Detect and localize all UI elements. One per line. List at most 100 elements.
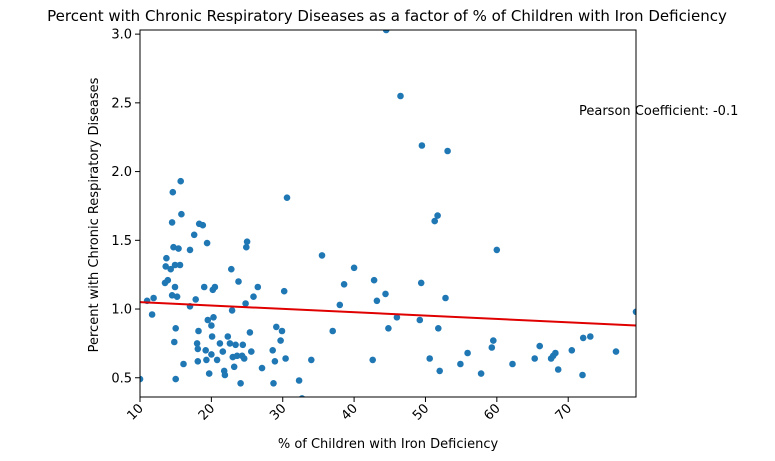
data-point (204, 316, 212, 324)
data-point (163, 254, 170, 262)
data-point (632, 308, 636, 316)
data-point (224, 333, 232, 340)
y-tick-label: 1.5 (111, 234, 132, 249)
data-point (168, 219, 176, 226)
data-point (195, 327, 202, 335)
data-point (213, 356, 221, 364)
data-point (531, 355, 538, 362)
data-point (370, 276, 378, 284)
y-tick-label: 3.0 (111, 28, 132, 43)
data-point (173, 293, 181, 301)
data-point (228, 307, 236, 314)
data-point (417, 279, 425, 287)
data-point (237, 380, 244, 387)
data-point (436, 367, 444, 375)
data-point (393, 314, 401, 321)
data-point (242, 300, 249, 307)
data-point (373, 297, 381, 305)
data-point (202, 347, 209, 354)
data-point (488, 344, 496, 351)
data-point (579, 334, 587, 342)
data-point (477, 370, 485, 377)
data-point (280, 287, 288, 295)
data-point (240, 355, 248, 362)
data-point (277, 337, 284, 344)
y-axis-ticks: 0.5 1.0 1.5 2.0 2.5 3.0 (111, 28, 140, 386)
data-point (431, 217, 439, 225)
data-point (219, 348, 227, 355)
data-point (232, 341, 239, 349)
data-point (140, 375, 144, 383)
data-point (164, 276, 172, 284)
trend-line (139, 301, 637, 327)
data-point (233, 352, 241, 360)
data-point (457, 360, 464, 368)
data-point (171, 283, 179, 291)
data-point (397, 92, 404, 100)
data-point (208, 322, 215, 329)
data-point (200, 283, 208, 291)
data-point (192, 296, 199, 303)
data-point (148, 311, 156, 318)
data-point (295, 377, 303, 384)
data-point (221, 371, 229, 379)
data-point (464, 349, 471, 357)
data-point (435, 325, 442, 332)
data-point (418, 142, 426, 149)
data-point (246, 329, 254, 336)
y-tick-label: 1.0 (111, 303, 132, 318)
data-point (176, 261, 184, 269)
data-point (382, 290, 389, 298)
data-point (243, 243, 250, 251)
data-point (554, 366, 562, 373)
data-point (258, 364, 266, 372)
y-tick-label: 0.5 (111, 371, 132, 386)
data-point (579, 371, 586, 379)
data-point (194, 358, 202, 365)
y-tick-label: 2.0 (111, 165, 132, 180)
data-point (273, 323, 280, 331)
data-point (509, 360, 516, 368)
data-point (329, 327, 337, 335)
trendline-layer (139, 301, 637, 327)
data-point (269, 347, 277, 354)
chart-title: Percent with Chronic Respiratory Disease… (47, 7, 727, 25)
data-point (216, 340, 224, 347)
y-axis-title: Percent with Chronic Respiratory Disease… (87, 77, 102, 352)
x-tick-label: 10 (125, 401, 147, 423)
data-point (490, 337, 497, 344)
data-point (426, 355, 434, 362)
data-point (226, 340, 234, 347)
data-point (243, 238, 251, 245)
data-point (250, 293, 257, 301)
data-point (369, 356, 377, 364)
data-point (210, 314, 217, 321)
data-point (168, 292, 176, 299)
data-point (340, 281, 348, 288)
data-point (171, 261, 179, 269)
data-point (150, 294, 157, 302)
data-point (442, 294, 449, 302)
y-tick-label: 2.5 (111, 96, 132, 111)
data-point (203, 356, 210, 364)
data-point (336, 301, 344, 309)
data-point (382, 30, 390, 34)
data-point (194, 345, 202, 353)
data-point (169, 188, 177, 196)
x-axis-title: % of Children with Iron Deficiency (278, 437, 499, 452)
data-point (235, 278, 242, 285)
data-point (178, 210, 185, 218)
data-point (552, 349, 559, 357)
x-tick-label: 40 (339, 401, 361, 423)
data-point (203, 239, 211, 247)
data-point (208, 351, 215, 358)
data-point (385, 325, 392, 332)
points-layer (140, 30, 636, 397)
x-tick-label: 30 (267, 401, 289, 423)
data-point (162, 263, 169, 270)
data-point (230, 363, 238, 371)
x-tick-label: 60 (481, 401, 503, 423)
data-point (568, 347, 576, 354)
x-tick-label: 20 (196, 401, 218, 423)
